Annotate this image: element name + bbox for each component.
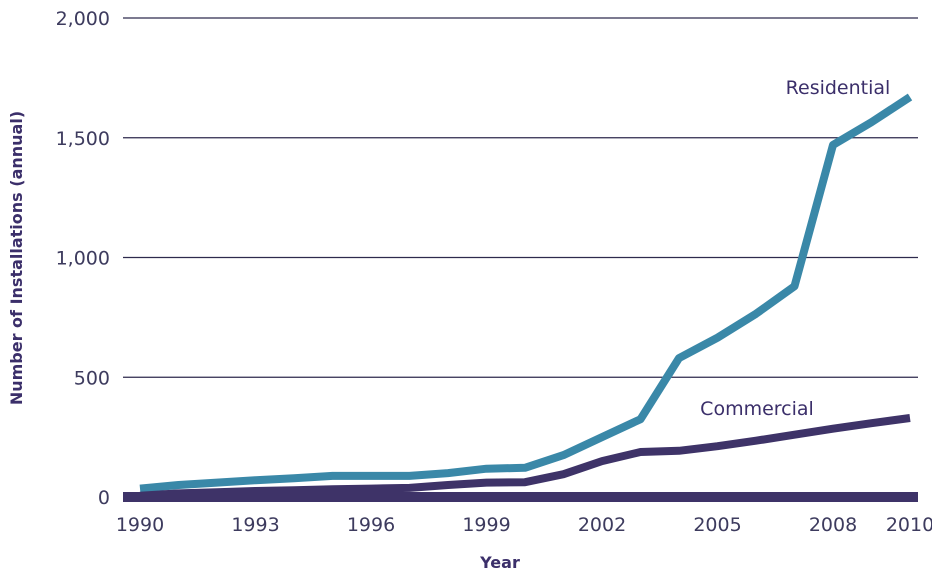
- y-tick-label: 1,000: [56, 248, 110, 270]
- series-label-commercial: Commercial: [700, 398, 814, 420]
- y-tick-labels: 0 500 1,000 1,500 2,000: [56, 8, 110, 509]
- series-line-commercial: [139, 414, 911, 500]
- x-tick-label: 1999: [462, 514, 510, 536]
- y-tick-label: 0: [98, 487, 110, 509]
- series-line-residential: [139, 93, 913, 493]
- gridlines: [123, 17, 918, 378]
- x-tick-labels: 1990 1993 1996 1999 2002 2005 2008 2010: [116, 514, 932, 536]
- x-tick-label: 1990: [116, 514, 164, 536]
- x-tick-label: 1993: [231, 514, 279, 536]
- x-tick-label: 1996: [347, 514, 395, 536]
- x-tick-label: 2010: [886, 514, 932, 536]
- series-label-residential: Residential: [786, 77, 891, 99]
- x-axis-title: Year: [479, 553, 520, 572]
- x-tick-label: 2008: [809, 514, 857, 536]
- x-tick-label: 2005: [693, 514, 741, 536]
- y-tick-label: 2,000: [56, 8, 110, 30]
- series-lines: [123, 93, 918, 502]
- x-tick-label: 2002: [578, 514, 626, 536]
- y-tick-label: 1,500: [56, 128, 110, 150]
- y-axis-title: Number of Installations (annual): [7, 111, 26, 405]
- series-labels: Residential Commercial: [700, 77, 890, 420]
- y-tick-label: 500: [74, 367, 110, 389]
